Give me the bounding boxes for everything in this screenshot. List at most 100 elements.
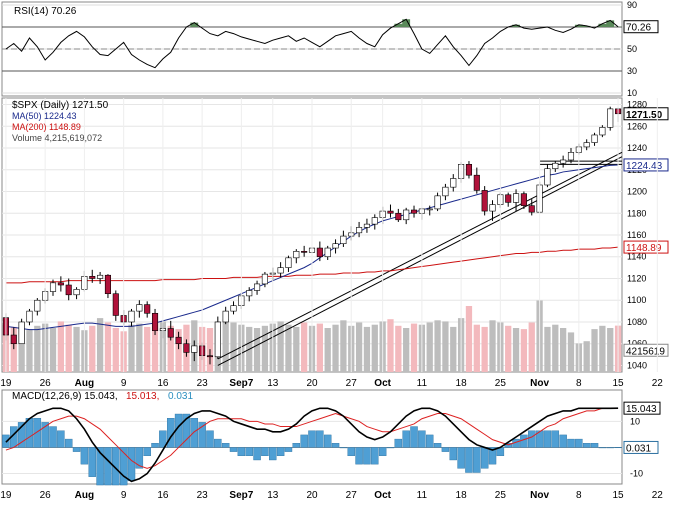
candle-body xyxy=(324,247,331,258)
macd-histogram-bar xyxy=(49,426,57,448)
candle-body xyxy=(410,209,418,214)
volume-bar xyxy=(57,321,64,372)
candle-body xyxy=(89,276,96,279)
volume-bar xyxy=(363,326,371,372)
candle-body xyxy=(395,212,402,221)
x-tick-label: 25 xyxy=(495,378,507,389)
rsi-panel: 907050301070.26 xyxy=(1,0,659,98)
ma200-legend: MA(200) 1148.89 xyxy=(12,122,81,132)
volume-bar xyxy=(222,319,229,372)
macd-histogram-bar xyxy=(33,418,42,448)
candle-body xyxy=(191,345,198,353)
macd-histogram-bar xyxy=(72,447,81,452)
macd-histogram-bar xyxy=(425,434,434,448)
rsi-tick-label: 10 xyxy=(627,88,637,98)
rsi-line xyxy=(5,18,619,69)
macd-histogram-bar xyxy=(316,430,324,448)
volume-bar xyxy=(18,322,25,372)
volume-bar xyxy=(481,326,488,372)
price-tick-label: 1100 xyxy=(627,295,646,305)
volume-bar xyxy=(371,324,378,372)
macd-histogram-bar xyxy=(582,443,591,448)
volume-bar xyxy=(410,323,418,372)
candle-body xyxy=(520,193,527,206)
macd-histogram-bar xyxy=(331,443,340,448)
macd-histogram-bar xyxy=(135,447,144,469)
candle-body xyxy=(442,186,449,197)
volume-bar xyxy=(387,319,394,372)
x-tick-label: 26 xyxy=(40,378,52,389)
candle-body xyxy=(301,251,308,253)
volume-bar xyxy=(395,325,402,372)
candle-body xyxy=(387,210,394,214)
volume-bar xyxy=(450,326,457,372)
candle-body xyxy=(34,299,41,312)
candle-body xyxy=(332,243,339,249)
volume-bar xyxy=(442,321,449,372)
price-tick-label: 1200 xyxy=(627,187,647,197)
macd-histogram-bar xyxy=(528,430,536,448)
price-tick-label: 1060 xyxy=(627,339,647,349)
volume-bar xyxy=(403,328,410,372)
macd-histogram-bar xyxy=(308,430,316,448)
volume-bar xyxy=(560,328,567,372)
x-tick-label: Sep7 xyxy=(229,378,253,389)
candle-body xyxy=(206,355,214,358)
macd-histogram-bar xyxy=(41,422,49,448)
macd-histogram-bar xyxy=(402,430,410,448)
x-tick-label: 27 xyxy=(346,378,358,389)
macd-histogram-bar xyxy=(323,434,332,448)
candle-body xyxy=(434,195,441,210)
rsi-last-box xyxy=(623,20,659,34)
macd-label: MACD(12,26,9) 15.043, xyxy=(12,391,118,402)
macd-histogram-bar xyxy=(284,447,293,452)
x-tick-label-bottom: 9 xyxy=(121,490,127,501)
volume-bar xyxy=(505,325,512,372)
x-tick-label-bottom: 18 xyxy=(456,490,468,501)
x-tick-label-bottom: 13 xyxy=(267,490,279,501)
candle-body xyxy=(222,310,229,323)
candle-body xyxy=(183,343,190,353)
price-tick-label: 1040 xyxy=(627,360,647,370)
volume-bar xyxy=(426,322,433,372)
x-tick-label-bottom: 26 xyxy=(40,490,52,501)
volume-bar xyxy=(332,324,339,372)
x-tick-label: 13 xyxy=(267,378,279,389)
x-tick-label-bottom: Nov xyxy=(530,490,549,501)
macd-signal-line xyxy=(5,407,619,469)
price-tick-label: 1260 xyxy=(627,121,647,131)
x-tick-label: 8 xyxy=(576,378,582,389)
macd-histogram-bar xyxy=(457,447,465,469)
volume-bar xyxy=(591,329,598,372)
volume-bar xyxy=(10,326,17,372)
macd-histogram-bar xyxy=(394,438,403,448)
macd-hist-label: 0.031 xyxy=(168,391,193,402)
macd-histogram-bar xyxy=(433,443,442,448)
macd-histogram-bar xyxy=(473,447,481,473)
volume-bar xyxy=(136,323,143,372)
macd-histogram-bar xyxy=(88,447,96,477)
volume-bar xyxy=(293,326,300,372)
macd-histogram-bar xyxy=(253,447,261,461)
macd-histogram-bar xyxy=(465,447,473,473)
candle-body xyxy=(26,310,33,323)
macd-histogram-bar xyxy=(441,447,450,452)
price-title: $SPX (Daily) 1271.50 xyxy=(12,100,109,111)
candle-body xyxy=(49,282,57,292)
macd-histogram-bar xyxy=(535,430,544,448)
macd-histogram-bar xyxy=(480,447,489,469)
x-tick-label-bottom: 15 xyxy=(613,490,625,501)
candle-body xyxy=(10,334,17,345)
macd-histogram-bar xyxy=(378,447,387,457)
macd-histogram-bar xyxy=(96,447,104,486)
macd-histogram-bar xyxy=(598,447,607,449)
macd-histogram-bar xyxy=(119,447,128,486)
macd-histogram-bar xyxy=(363,447,371,465)
macd-last-box xyxy=(623,401,661,415)
macd-histogram-bar xyxy=(206,430,214,448)
macd-histogram-bar xyxy=(520,434,528,448)
volume-bar xyxy=(104,322,112,372)
macd-histogram-bar xyxy=(339,447,348,449)
macd-histogram-bar xyxy=(276,447,285,457)
candle-body xyxy=(528,205,535,213)
